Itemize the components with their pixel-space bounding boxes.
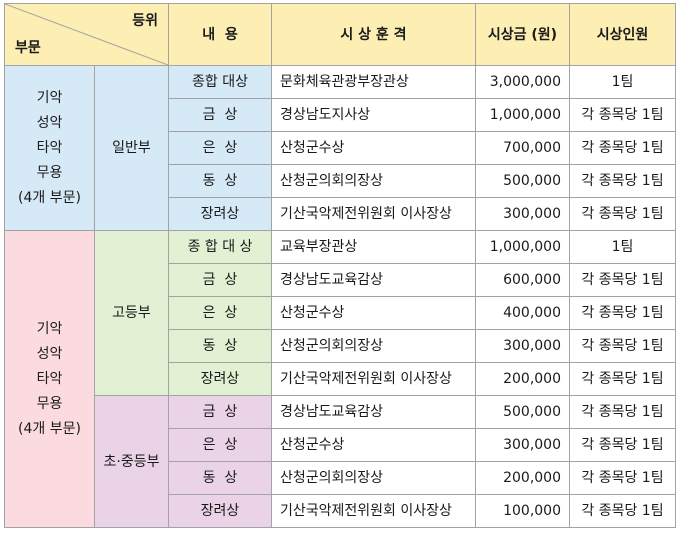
table-row: 은 상 산청군수상 700,000 각 종목당 1팀 xyxy=(5,131,676,165)
people-cell: 각 종목당 1팀 xyxy=(569,296,676,330)
table-row: 은 상 산청군수상 300,000 각 종목당 1팀 xyxy=(5,428,676,462)
people-cell: 각 종목당 1팀 xyxy=(569,98,676,132)
table-row: 금 상 경상남도교육감상 600,000 각 종목당 1팀 xyxy=(5,263,676,297)
award-cell: 산청군의회의장상 xyxy=(271,329,476,363)
section-line: 타악 xyxy=(36,370,63,387)
level-cell: 종 합 대 상 xyxy=(168,230,272,264)
level-cell: 장려상 xyxy=(168,494,272,528)
award-cell: 산청군수상 xyxy=(271,296,476,330)
amount-cell: 1,000,000 xyxy=(475,98,570,132)
section-line: 무용 xyxy=(36,395,63,412)
section-line: (4개 부문) xyxy=(18,189,81,206)
section-line: 기악 xyxy=(36,89,63,106)
level-cell: 은 상 xyxy=(168,131,272,165)
table-row: 동 상 산청군의회의장상 200,000 각 종목당 1팀 xyxy=(5,461,676,495)
amount-cell: 1,000,000 xyxy=(475,230,570,264)
diagonal-line xyxy=(5,4,168,65)
level-cell: 은 상 xyxy=(168,296,272,330)
section-label-1: 기악 성악 타악 무용 (4개 부문) xyxy=(4,65,95,231)
people-cell: 각 종목당 1팀 xyxy=(569,329,676,363)
award-cell: 문화체육관광부장관상 xyxy=(271,65,476,99)
level-cell: 금 상 xyxy=(168,263,272,297)
corner-header-cell: 등위 부문 xyxy=(4,3,169,66)
level-cell: 동 상 xyxy=(168,461,272,495)
table-row: 동 상 산청군의회의장상 500,000 각 종목당 1팀 xyxy=(5,164,676,198)
amount-cell: 300,000 xyxy=(475,428,570,462)
division-general: 일반부 xyxy=(94,65,169,231)
table-row: 장려상 기산국악제전위원회 이사장상 100,000 각 종목당 1팀 xyxy=(5,494,676,528)
header-amount: 시상금 (원) xyxy=(475,3,570,66)
award-cell: 산청군의회의장상 xyxy=(271,461,476,495)
people-cell: 각 종목당 1팀 xyxy=(569,164,676,198)
level-cell: 장려상 xyxy=(168,362,272,396)
corner-rank-label: 등위 xyxy=(132,13,158,29)
award-cell: 산청군수상 xyxy=(271,428,476,462)
section-line: 타악 xyxy=(36,139,63,156)
level-cell: 금 상 xyxy=(168,98,272,132)
amount-cell: 200,000 xyxy=(475,362,570,396)
people-cell: 각 종목당 1팀 xyxy=(569,263,676,297)
people-cell: 각 종목당 1팀 xyxy=(569,428,676,462)
level-cell: 금 상 xyxy=(168,395,272,429)
section-line: 성악 xyxy=(36,345,63,362)
award-cell: 기산국악제전위원회 이사장상 xyxy=(271,197,476,231)
amount-cell: 400,000 xyxy=(475,296,570,330)
amount-cell: 500,000 xyxy=(475,395,570,429)
award-cell: 기산국악제전위원회 이사장상 xyxy=(271,494,476,528)
amount-cell: 100,000 xyxy=(475,494,570,528)
header-row: 등위 부문 내 용 시 상 훈 격 시상금 (원) 시상인원 xyxy=(4,3,676,66)
section-line: 무용 xyxy=(36,164,63,181)
people-cell: 각 종목당 1팀 xyxy=(569,461,676,495)
table-row: 장려상 기산국악제전위원회 이사장상 200,000 각 종목당 1팀 xyxy=(5,362,676,396)
table-row: 장려상 기산국악제전위원회 이사장상 300,000 각 종목당 1팀 xyxy=(5,197,676,231)
division-elem-mid: 초·중등부 xyxy=(94,395,169,528)
section-line: 기악 xyxy=(36,320,63,337)
level-cell: 장려상 xyxy=(168,197,272,231)
header-award: 시 상 훈 격 xyxy=(271,3,476,66)
section-line: (4개 부문) xyxy=(18,420,81,437)
section-line: 성악 xyxy=(36,114,63,131)
table-row: 초·중등부 금 상 경상남도교육감상 500,000 각 종목당 1팀 xyxy=(5,395,676,528)
amount-cell: 700,000 xyxy=(475,131,570,165)
table-row: 동 상 산청군의회의장상 300,000 각 종목당 1팀 xyxy=(5,329,676,363)
level-cell: 은 상 xyxy=(168,428,272,462)
award-cell: 산청군의회의장상 xyxy=(271,164,476,198)
award-cell: 경상남도교육감상 xyxy=(271,395,476,429)
award-cell: 산청군수상 xyxy=(271,131,476,165)
award-cell: 경상남도교육감상 xyxy=(271,263,476,297)
award-cell: 경상남도지사상 xyxy=(271,98,476,132)
table-row: 기악 성악 타악 무용 (4개 부문) 일반부 종합 대상 문화체육관광부장관상… xyxy=(4,65,676,231)
table-row: 금 상 경상남도지사상 1,000,000 각 종목당 1팀 xyxy=(5,98,676,132)
award-table: 등위 부문 내 용 시 상 훈 격 시상금 (원) 시상인원 기악 성악 타악 … xyxy=(4,3,676,528)
table-row: 은 상 산청군수상 400,000 각 종목당 1팀 xyxy=(5,296,676,330)
award-cell: 교육부장관상 xyxy=(271,230,476,264)
header-people: 시상인원 xyxy=(569,3,676,66)
division-high: 고등부 xyxy=(94,230,169,396)
people-cell: 각 종목당 1팀 xyxy=(569,362,676,396)
people-cell: 각 종목당 1팀 xyxy=(569,197,676,231)
corner-category-label: 부문 xyxy=(15,40,41,56)
people-cell: 각 종목당 1팀 xyxy=(569,131,676,165)
amount-cell: 3,000,000 xyxy=(475,65,570,99)
people-cell: 각 종목당 1팀 xyxy=(569,395,676,429)
award-cell: 기산국악제전위원회 이사장상 xyxy=(271,362,476,396)
amount-cell: 200,000 xyxy=(475,461,570,495)
section-label-2: 기악 성악 타악 무용 (4개 부문) xyxy=(4,230,95,528)
table-row: 기악 성악 타악 무용 (4개 부문) 고등부 종 합 대 상 교육부장관상 1… xyxy=(4,230,676,528)
people-cell: 각 종목당 1팀 xyxy=(569,494,676,528)
level-cell: 종합 대상 xyxy=(168,65,272,99)
level-cell: 동 상 xyxy=(168,164,272,198)
people-cell: 1팀 xyxy=(569,65,676,99)
level-cell: 동 상 xyxy=(168,329,272,363)
amount-cell: 600,000 xyxy=(475,263,570,297)
amount-cell: 300,000 xyxy=(475,329,570,363)
people-cell: 1팀 xyxy=(569,230,676,264)
header-content: 내 용 xyxy=(168,3,272,66)
amount-cell: 300,000 xyxy=(475,197,570,231)
amount-cell: 500,000 xyxy=(475,164,570,198)
